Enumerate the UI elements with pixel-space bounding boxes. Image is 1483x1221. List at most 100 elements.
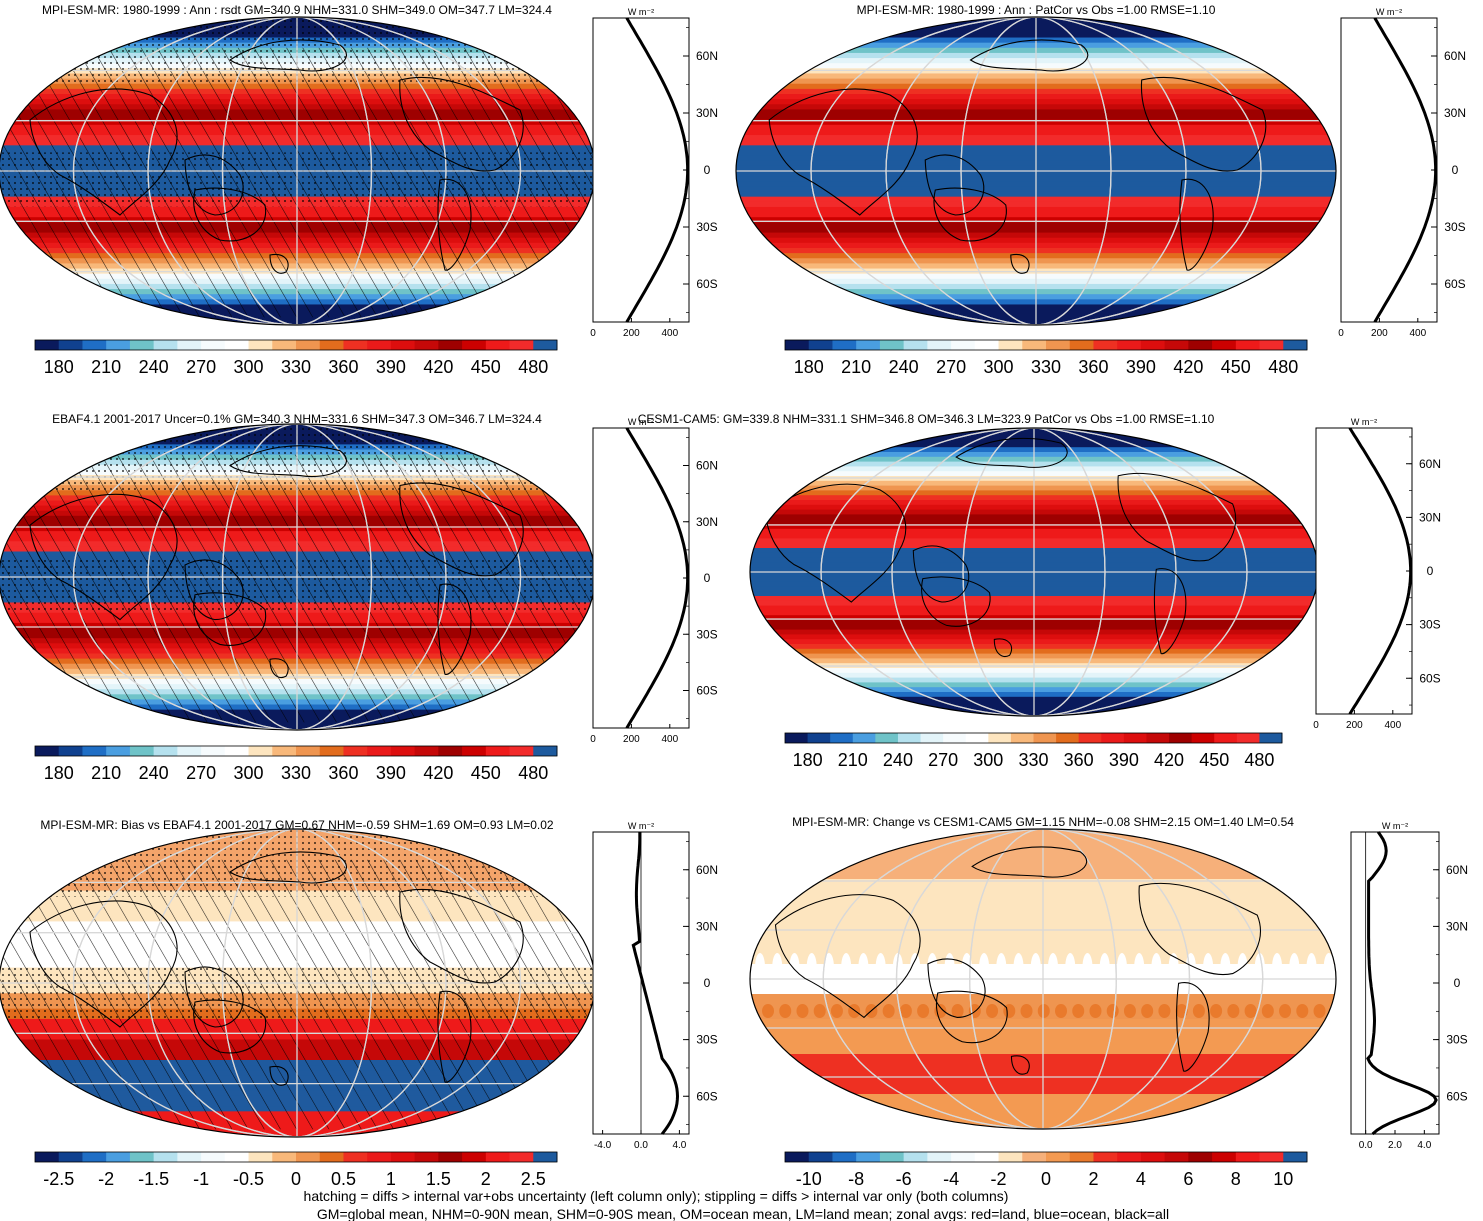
equatorial-oval: [1013, 953, 1024, 981]
colorbar-swatch: [832, 340, 857, 350]
colorbar-swatch: [897, 733, 922, 743]
colorbar-swatch: [856, 1152, 881, 1162]
tropical-blob: [1261, 1004, 1274, 1018]
lat-label: 30N: [696, 106, 718, 120]
tropical-blob: [882, 1004, 895, 1018]
colorbar-swatch: [1164, 1152, 1189, 1162]
equatorial-oval: [1220, 953, 1231, 981]
tropical-blob: [1175, 1004, 1188, 1018]
colorbar-label: 390: [1109, 750, 1139, 770]
panel-p4: CESM1-CAM5: GM=339.8 NHM=331.1 SHM=346.8…: [638, 412, 1441, 770]
colorbar-label: -1.5: [138, 1169, 169, 1189]
colorbar-swatch: [903, 340, 928, 350]
colorbar-swatch: [509, 746, 534, 756]
panel-title: CESM1-CAM5: GM=339.8 NHM=331.1 SHM=346.8…: [638, 412, 1215, 426]
colorbar-swatch: [1169, 733, 1193, 743]
tropical-blob: [1330, 1004, 1336, 1018]
colorbar-swatch: [1140, 1152, 1166, 1162]
lat-label: 60N: [1419, 457, 1441, 471]
colorbar-swatch: [201, 1152, 226, 1162]
colorbar-frame: [784, 732, 1283, 744]
colorbar-swatch: [1046, 1152, 1071, 1162]
colorbar-swatch: [1191, 733, 1215, 743]
tropical-blob: [1279, 1004, 1292, 1018]
colorbar-label: 0.5: [331, 1169, 356, 1189]
colorbar-label: -8: [848, 1169, 864, 1189]
colorbar-swatch: [1212, 1152, 1237, 1162]
colorbar-swatch: [319, 340, 344, 350]
colorbar-swatch: [920, 733, 944, 743]
colorbar-label: -10: [796, 1169, 822, 1189]
colorbar-label: -2.5: [43, 1169, 74, 1189]
colorbar-label: 180: [44, 357, 74, 377]
colorbar-label: 270: [928, 750, 958, 770]
colorbar-swatch: [129, 340, 155, 350]
colorbar-label: 210: [841, 357, 871, 377]
colorbar-swatch: [272, 1152, 297, 1162]
equatorial-oval: [858, 953, 869, 981]
colorbar-swatch: [903, 1152, 928, 1162]
colorbar-swatch: [1188, 340, 1213, 350]
colorbar-label: -2: [98, 1169, 114, 1189]
colorbar-swatch: [367, 340, 392, 350]
tropical-blob: [779, 1004, 792, 1018]
colorbar-swatch: [509, 340, 534, 350]
tropical-blob: [1210, 1004, 1223, 1018]
graticule: [0, 829, 595, 1137]
colorbar-swatch: [1283, 1152, 1308, 1162]
colorbar-swatch: [965, 733, 989, 743]
tropical-blob: [1158, 1004, 1171, 1018]
zonal-mean-plot: W m⁻² 0.0 2.0 4.0 60N 30N 0 30S 60S: [1350, 821, 1468, 1151]
zonal-xtick-label: 0: [590, 328, 596, 339]
zonal-mean-plot: W m⁻² 0 200 400 60N 30N 0 30S 60S: [590, 7, 718, 339]
zonal-xtick-label: 0.0: [634, 1140, 648, 1151]
panel-p1: MPI-ESM-MR: 1980-1999 : Ann : rsdt GM=34…: [0, 3, 718, 377]
colorbar-swatch: [1093, 340, 1118, 350]
colorbar-label: 300: [984, 357, 1014, 377]
coastlines: [29, 445, 524, 678]
colorbar-swatch: [509, 1152, 534, 1162]
zonal-mean-plot: W m⁻² 0 200 400 60N 30N 0 30S 60S: [1338, 7, 1466, 339]
colorbar-swatch: [367, 746, 392, 756]
equatorial-oval: [944, 953, 955, 981]
lat-label: 30S: [696, 1033, 717, 1047]
zonal-unit: W m⁻²: [628, 417, 654, 427]
colorbar-label: 240: [139, 357, 169, 377]
lat-label: 60N: [1446, 863, 1468, 877]
colorbar-swatch: [852, 733, 876, 743]
colorbar-swatch: [82, 340, 107, 350]
equatorial-oval: [1323, 953, 1334, 981]
colorbar-swatch: [785, 340, 810, 350]
colorbar-label: 1: [386, 1169, 396, 1189]
colorbar-swatch: [951, 340, 976, 350]
colorbar-swatch: [808, 340, 833, 350]
lat-label: 30S: [696, 627, 717, 641]
zonal-unit: W m⁻²: [628, 7, 654, 17]
colorbar-swatch: [106, 1152, 131, 1162]
colorbar-swatch: [1101, 733, 1125, 743]
colorbar: 180 210 240 270 300 330 360 390 420 450 480: [784, 732, 1283, 770]
equatorial-oval: [1030, 953, 1041, 981]
colorbar-label: 270: [186, 763, 216, 783]
zonal-xtick-label: 200: [1371, 328, 1388, 339]
zonal-xtick-label: 4.0: [672, 1140, 686, 1151]
coastlines: [774, 846, 1261, 1075]
colorbar-swatch: [485, 746, 511, 756]
tropical-blob: [1106, 1004, 1119, 1018]
colorbar-label: 210: [838, 750, 868, 770]
colorbar-swatch: [1212, 340, 1237, 350]
colorbar-swatch: [106, 746, 131, 756]
colorbar-swatch: [224, 746, 250, 756]
colorbar: 180 210 240 270 300 330 360 390 420 450 480: [34, 339, 558, 377]
map-field: [0, 424, 595, 730]
colorbar-label: 2.5: [521, 1169, 546, 1189]
colorbar-label: 390: [376, 357, 406, 377]
colorbar-swatch: [438, 340, 463, 350]
zonal-frame: [1315, 427, 1413, 715]
equatorial-oval: [996, 953, 1007, 981]
zonal-unit: W m⁻²: [628, 821, 654, 831]
panel-title: MPI-ESM-MR: 1980-1999 : Ann : rsdt GM=34…: [42, 3, 552, 17]
lat-label: 0: [1427, 564, 1434, 578]
zonal-xtick-label: 200: [1346, 720, 1363, 731]
colorbar-swatch: [153, 1152, 178, 1162]
